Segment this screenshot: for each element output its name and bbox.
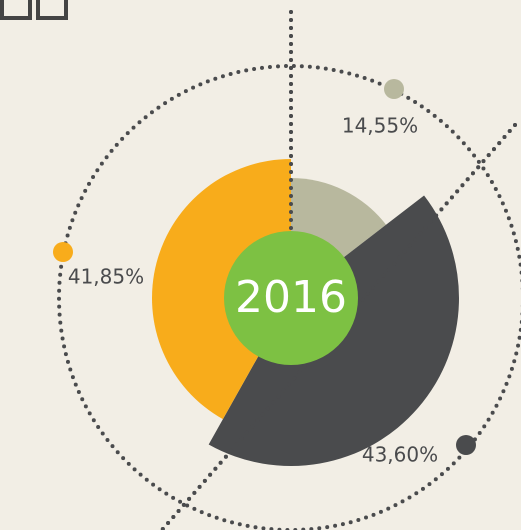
dotted-line [160,123,517,530]
decor-icon [0,0,68,20]
legend-dot [456,435,476,455]
center-circle [224,231,358,365]
legend-dot [53,242,73,262]
legend-dot [384,79,404,99]
value-label: 14,55% [342,114,418,138]
value-label: 43,60% [362,443,438,467]
plot: 2016 14,55% 43,60% 41,85% [53,10,517,530]
value-label: 41,85% [68,265,144,289]
center-label: 2016 [235,272,347,323]
dotted-ring [57,64,521,530]
